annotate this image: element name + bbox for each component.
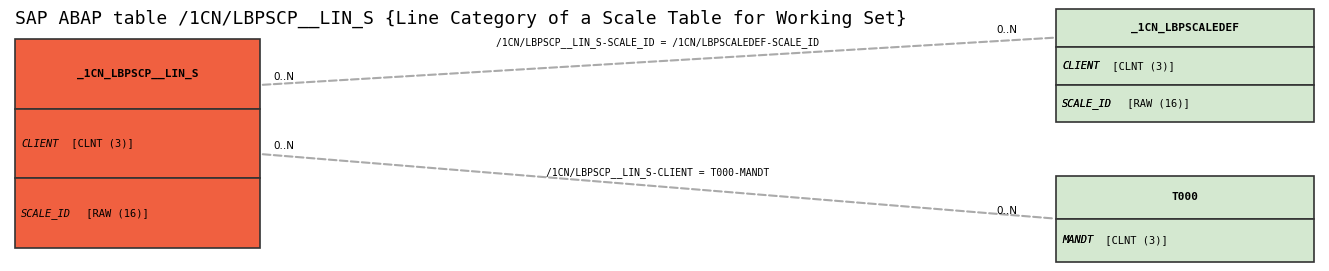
FancyBboxPatch shape	[15, 39, 260, 109]
FancyBboxPatch shape	[15, 109, 260, 178]
Text: SAP ABAP table /1CN/LBPSCP__LIN_S {Line Category of a Scale Table for Working Se: SAP ABAP table /1CN/LBPSCP__LIN_S {Line …	[15, 9, 906, 28]
Text: MANDT: MANDT	[1062, 235, 1094, 245]
FancyBboxPatch shape	[1055, 176, 1314, 219]
Text: SCALE_ID: SCALE_ID	[21, 208, 72, 219]
Text: [CLNT (3)]: [CLNT (3)]	[1099, 235, 1168, 245]
Text: CLIENT: CLIENT	[1062, 61, 1100, 71]
Text: [CLNT (3)]: [CLNT (3)]	[65, 138, 134, 149]
Text: 0..N: 0..N	[274, 72, 294, 82]
FancyBboxPatch shape	[1055, 9, 1314, 47]
Text: /1CN/LBPSCP__LIN_S-CLIENT = T000-MANDT: /1CN/LBPSCP__LIN_S-CLIENT = T000-MANDT	[546, 167, 769, 178]
FancyBboxPatch shape	[1055, 47, 1314, 85]
Text: [CLNT (3)]: [CLNT (3)]	[1106, 61, 1175, 71]
Text: SCALE_ID: SCALE_ID	[1062, 98, 1112, 109]
Text: 0..N: 0..N	[995, 25, 1017, 34]
Text: MANDT: MANDT	[1062, 235, 1094, 245]
FancyBboxPatch shape	[15, 178, 260, 248]
Text: SCALE_ID: SCALE_ID	[1062, 98, 1112, 109]
Text: /1CN/LBPSCP__LIN_S-SCALE_ID = /1CN/LBPSCALEDEF-SCALE_ID: /1CN/LBPSCP__LIN_S-SCALE_ID = /1CN/LBPSC…	[496, 37, 820, 48]
Text: T000: T000	[1172, 192, 1199, 202]
Text: [RAW (16)]: [RAW (16)]	[80, 208, 149, 218]
Text: CLIENT: CLIENT	[21, 138, 58, 149]
Text: _1CN_LBPSCALEDEF: _1CN_LBPSCALEDEF	[1131, 23, 1239, 33]
FancyBboxPatch shape	[1055, 219, 1314, 262]
Text: 0..N: 0..N	[995, 206, 1017, 216]
Text: 0..N: 0..N	[274, 141, 294, 151]
Text: _1CN_LBPSCP__LIN_S: _1CN_LBPSCP__LIN_S	[77, 69, 198, 79]
Text: [RAW (16)]: [RAW (16)]	[1120, 98, 1189, 108]
FancyBboxPatch shape	[1055, 85, 1314, 122]
Text: CLIENT: CLIENT	[1062, 61, 1100, 71]
